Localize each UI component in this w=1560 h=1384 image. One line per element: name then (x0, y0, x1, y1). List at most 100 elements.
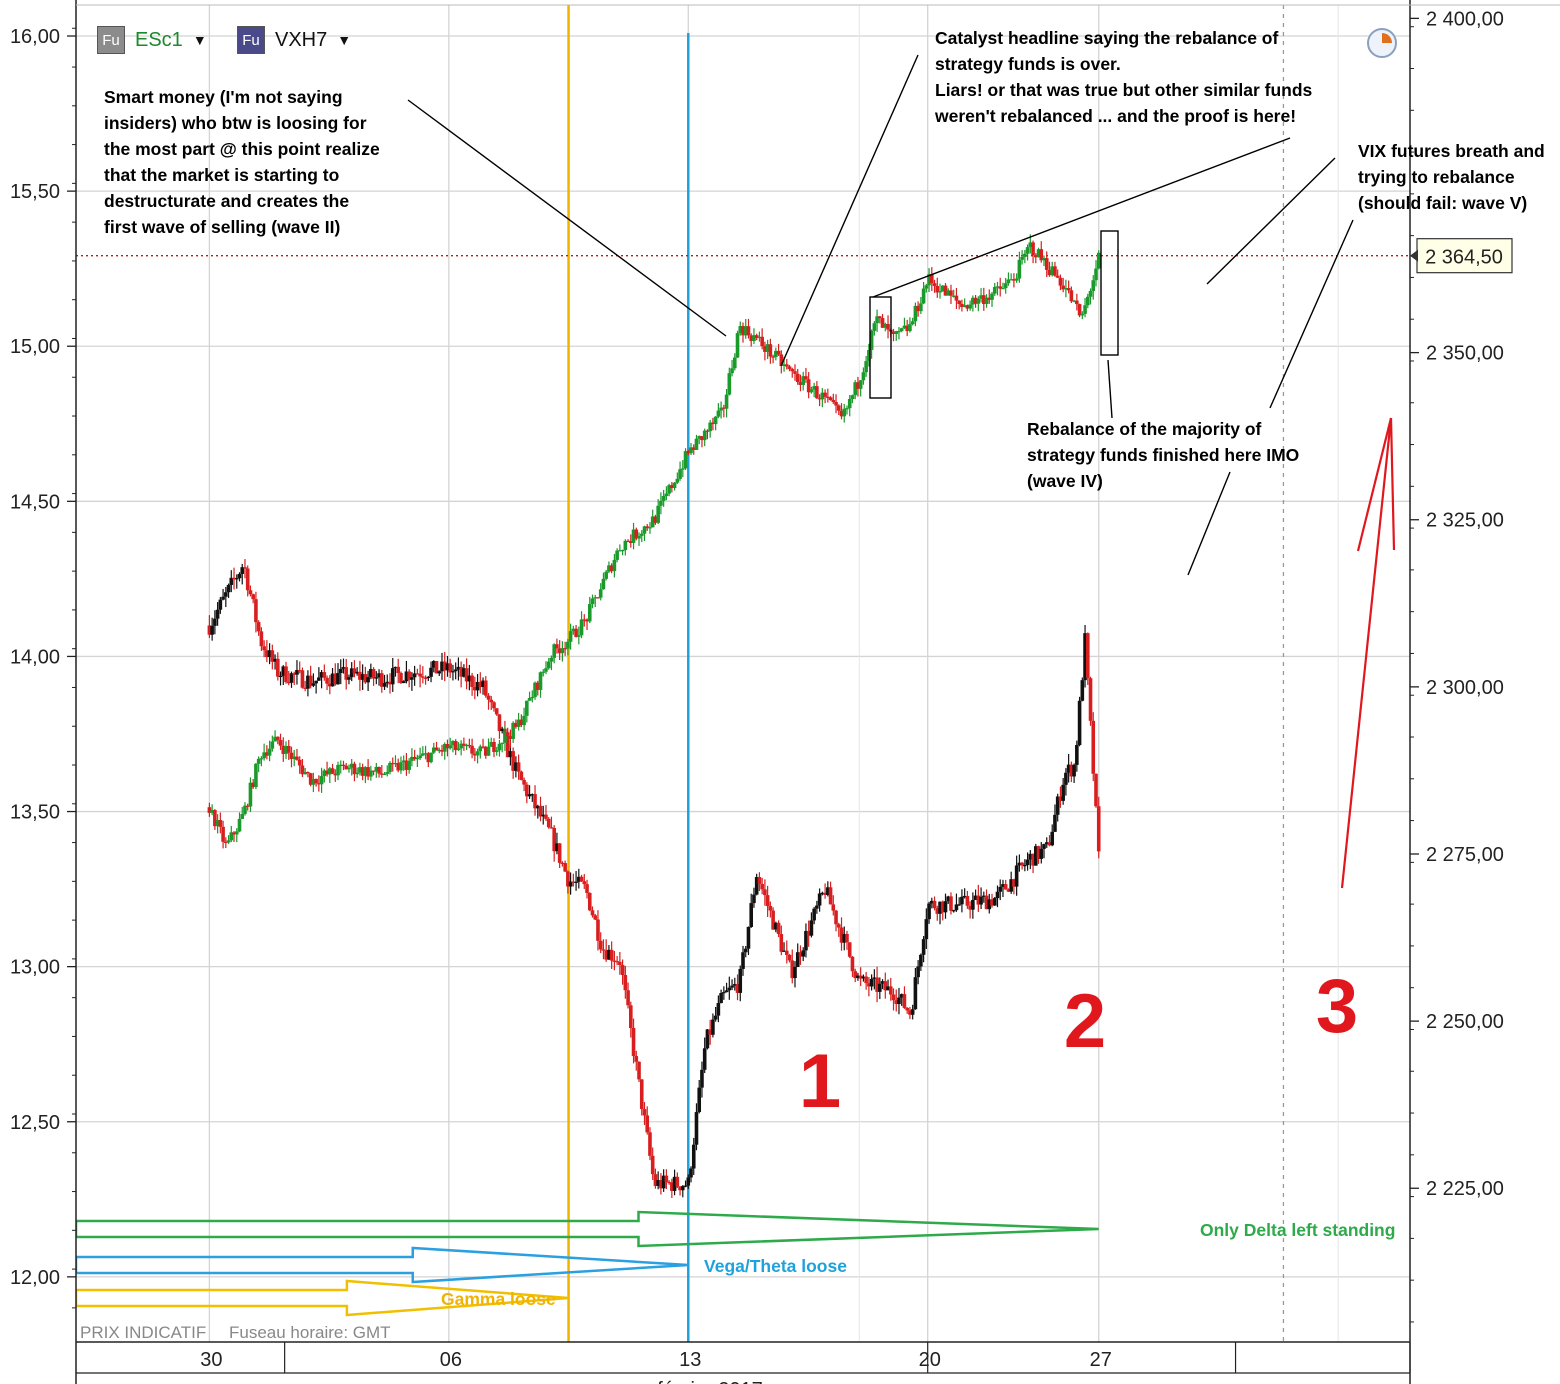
candle-body (338, 668, 343, 674)
candle-body (667, 485, 671, 494)
candle-body (976, 298, 981, 304)
projection-arrow (1356, 417, 1393, 552)
candle-body (382, 773, 387, 776)
candle-body (629, 541, 633, 543)
left-axis-tick-label: 14,00 (10, 646, 60, 668)
candle-body (412, 756, 417, 760)
candle-body (426, 676, 431, 679)
candle-body (300, 765, 305, 775)
candle-body (763, 889, 767, 896)
candle-body (437, 671, 442, 674)
candle-body (390, 762, 395, 765)
candle-body (984, 297, 989, 305)
candle-body (724, 394, 729, 409)
candle-body (385, 681, 390, 684)
candle-body (541, 814, 546, 817)
candle-body (839, 927, 844, 943)
candle-body (1003, 283, 1008, 289)
candle-body (308, 675, 313, 686)
candle-body (653, 516, 658, 523)
candle-body (1091, 720, 1096, 774)
candle-body (1023, 253, 1027, 257)
candle-body (823, 392, 827, 397)
candle-body (1042, 258, 1046, 261)
candle-body (574, 881, 578, 883)
candle-body (894, 331, 899, 334)
candle-body (429, 752, 433, 763)
candle-body (401, 760, 406, 763)
candle-body (984, 895, 989, 910)
candle-body (858, 975, 863, 979)
candle-body (973, 297, 978, 304)
instrument-selector-esc1[interactable]: Fu ESc1 ▼ (97, 22, 207, 58)
candle-body (656, 505, 660, 523)
candle-body (303, 687, 307, 689)
candle-body (954, 904, 959, 911)
candle-body (932, 900, 937, 909)
candle-body (560, 862, 565, 865)
instrument-selector-vxh7[interactable]: Fu VXH7 ▼ (237, 22, 351, 58)
last-price-pointer-icon (1410, 249, 1418, 262)
highlight-box (869, 296, 892, 399)
candle-body (486, 695, 491, 700)
candle-body (883, 323, 888, 328)
candle-body (779, 934, 784, 952)
last-price-label: 2 364,50 (1425, 247, 1503, 269)
candle-body (459, 666, 463, 677)
candle-body (535, 805, 540, 809)
candle-body (615, 961, 619, 963)
candle-body (954, 295, 959, 301)
candle-body (596, 597, 600, 599)
candle-body (582, 881, 587, 885)
candle-body (615, 550, 619, 560)
candle-body (563, 648, 567, 650)
chevron-down-icon[interactable]: ▼ (192, 32, 207, 48)
candle-body (546, 661, 551, 669)
annotation-text: strategy funds finished here IMO (1027, 445, 1299, 465)
candle-body (990, 293, 994, 300)
candle-body (377, 766, 381, 774)
candle-body (990, 899, 994, 906)
candle-body (508, 736, 513, 739)
candle-body (648, 527, 652, 529)
candle-body (453, 669, 458, 672)
annotation-texts: Smart money (I'm not saying insiders) who… (80, 28, 1545, 1342)
candle-body (971, 297, 975, 305)
candle-body (642, 526, 647, 534)
left-axis-tick-label: 13,50 (10, 802, 60, 824)
candle-body (943, 285, 948, 296)
candle-body (1017, 862, 1022, 866)
candle-body (645, 526, 650, 529)
candle-body (713, 416, 718, 425)
candle-body (1061, 784, 1065, 801)
candle-body (360, 674, 365, 680)
candle-body (259, 758, 264, 760)
candle-body (317, 783, 321, 785)
candle-body (566, 871, 570, 887)
candle-body (207, 807, 212, 813)
candle-body (957, 300, 961, 304)
candle-body (289, 673, 294, 683)
candle-body (798, 382, 803, 385)
candle-body (650, 516, 655, 528)
candle-body (412, 673, 417, 678)
candle-body (899, 328, 904, 332)
candle-body (916, 966, 920, 978)
candle-body (804, 376, 808, 380)
candle-body (336, 673, 340, 685)
candle-body (1023, 865, 1027, 867)
candle-body (618, 550, 622, 552)
candle-body (749, 903, 754, 927)
candle-body (516, 762, 521, 772)
annotation-text: (should fail: wave V) (1358, 193, 1527, 213)
chevron-down-icon[interactable]: ▼ (337, 32, 352, 48)
candle-body (590, 598, 595, 605)
candle-body (672, 1176, 677, 1191)
candle-body (358, 671, 362, 680)
candle-body (940, 901, 945, 913)
candle-body (382, 682, 387, 687)
x-axis-tick-label: 06 (440, 1349, 462, 1371)
candle-body (270, 741, 275, 749)
candle-body (861, 372, 866, 381)
candle-body (390, 668, 395, 685)
